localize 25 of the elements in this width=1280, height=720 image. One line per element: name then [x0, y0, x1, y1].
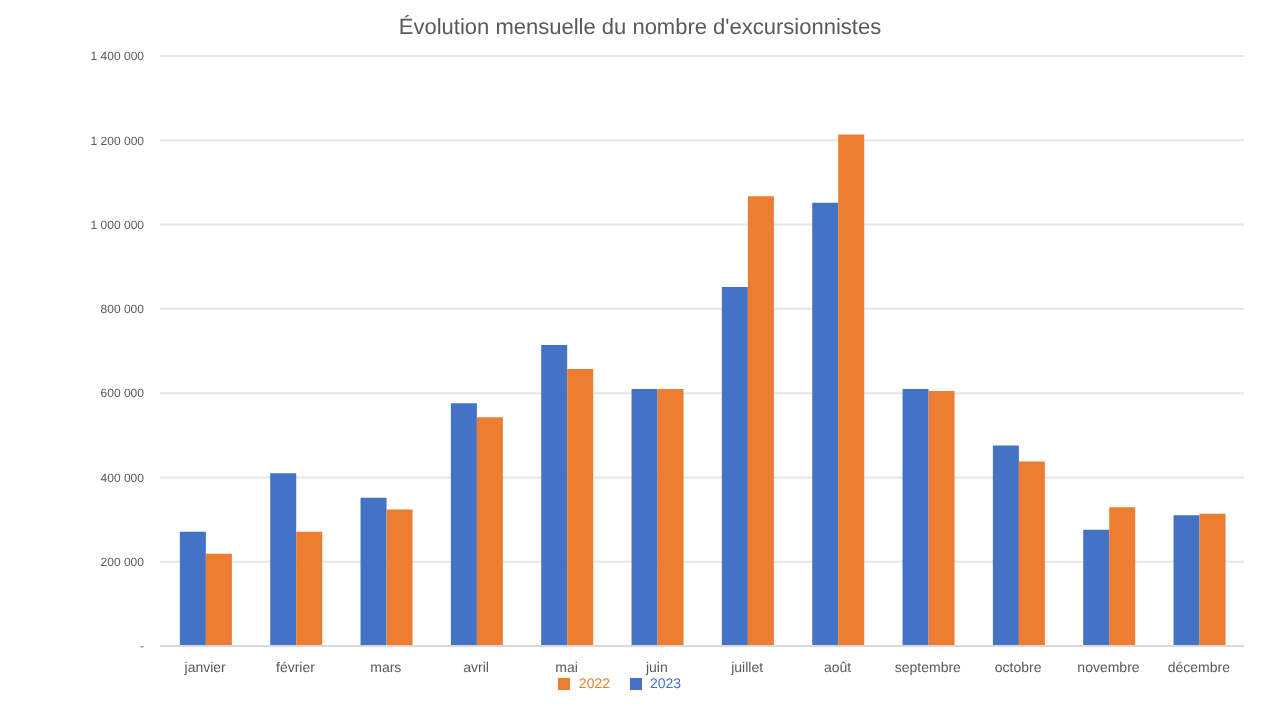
bar: [992, 445, 1019, 646]
bar: [1173, 515, 1200, 646]
bar: [1199, 513, 1226, 646]
bar: [657, 388, 684, 646]
bar: [205, 553, 232, 646]
bar: [1018, 461, 1045, 646]
bar: [631, 388, 658, 646]
bar: [812, 202, 839, 646]
bar: [928, 391, 955, 646]
bar: [541, 345, 568, 646]
bar: [902, 388, 929, 646]
bar: [386, 509, 413, 646]
bar: [179, 531, 206, 646]
bar: [747, 196, 774, 646]
bar: [838, 134, 865, 646]
bar: [270, 473, 297, 646]
bar: [296, 531, 323, 646]
bar: [1109, 507, 1136, 646]
bar: [450, 403, 477, 646]
bar: [567, 369, 594, 646]
bar: [360, 497, 387, 646]
chart-title: Évolution mensuelle du nombre d'excursionnistes: [396, 16, 884, 40]
bar: [1083, 529, 1110, 646]
bar: [476, 417, 503, 646]
bar: [721, 286, 748, 646]
